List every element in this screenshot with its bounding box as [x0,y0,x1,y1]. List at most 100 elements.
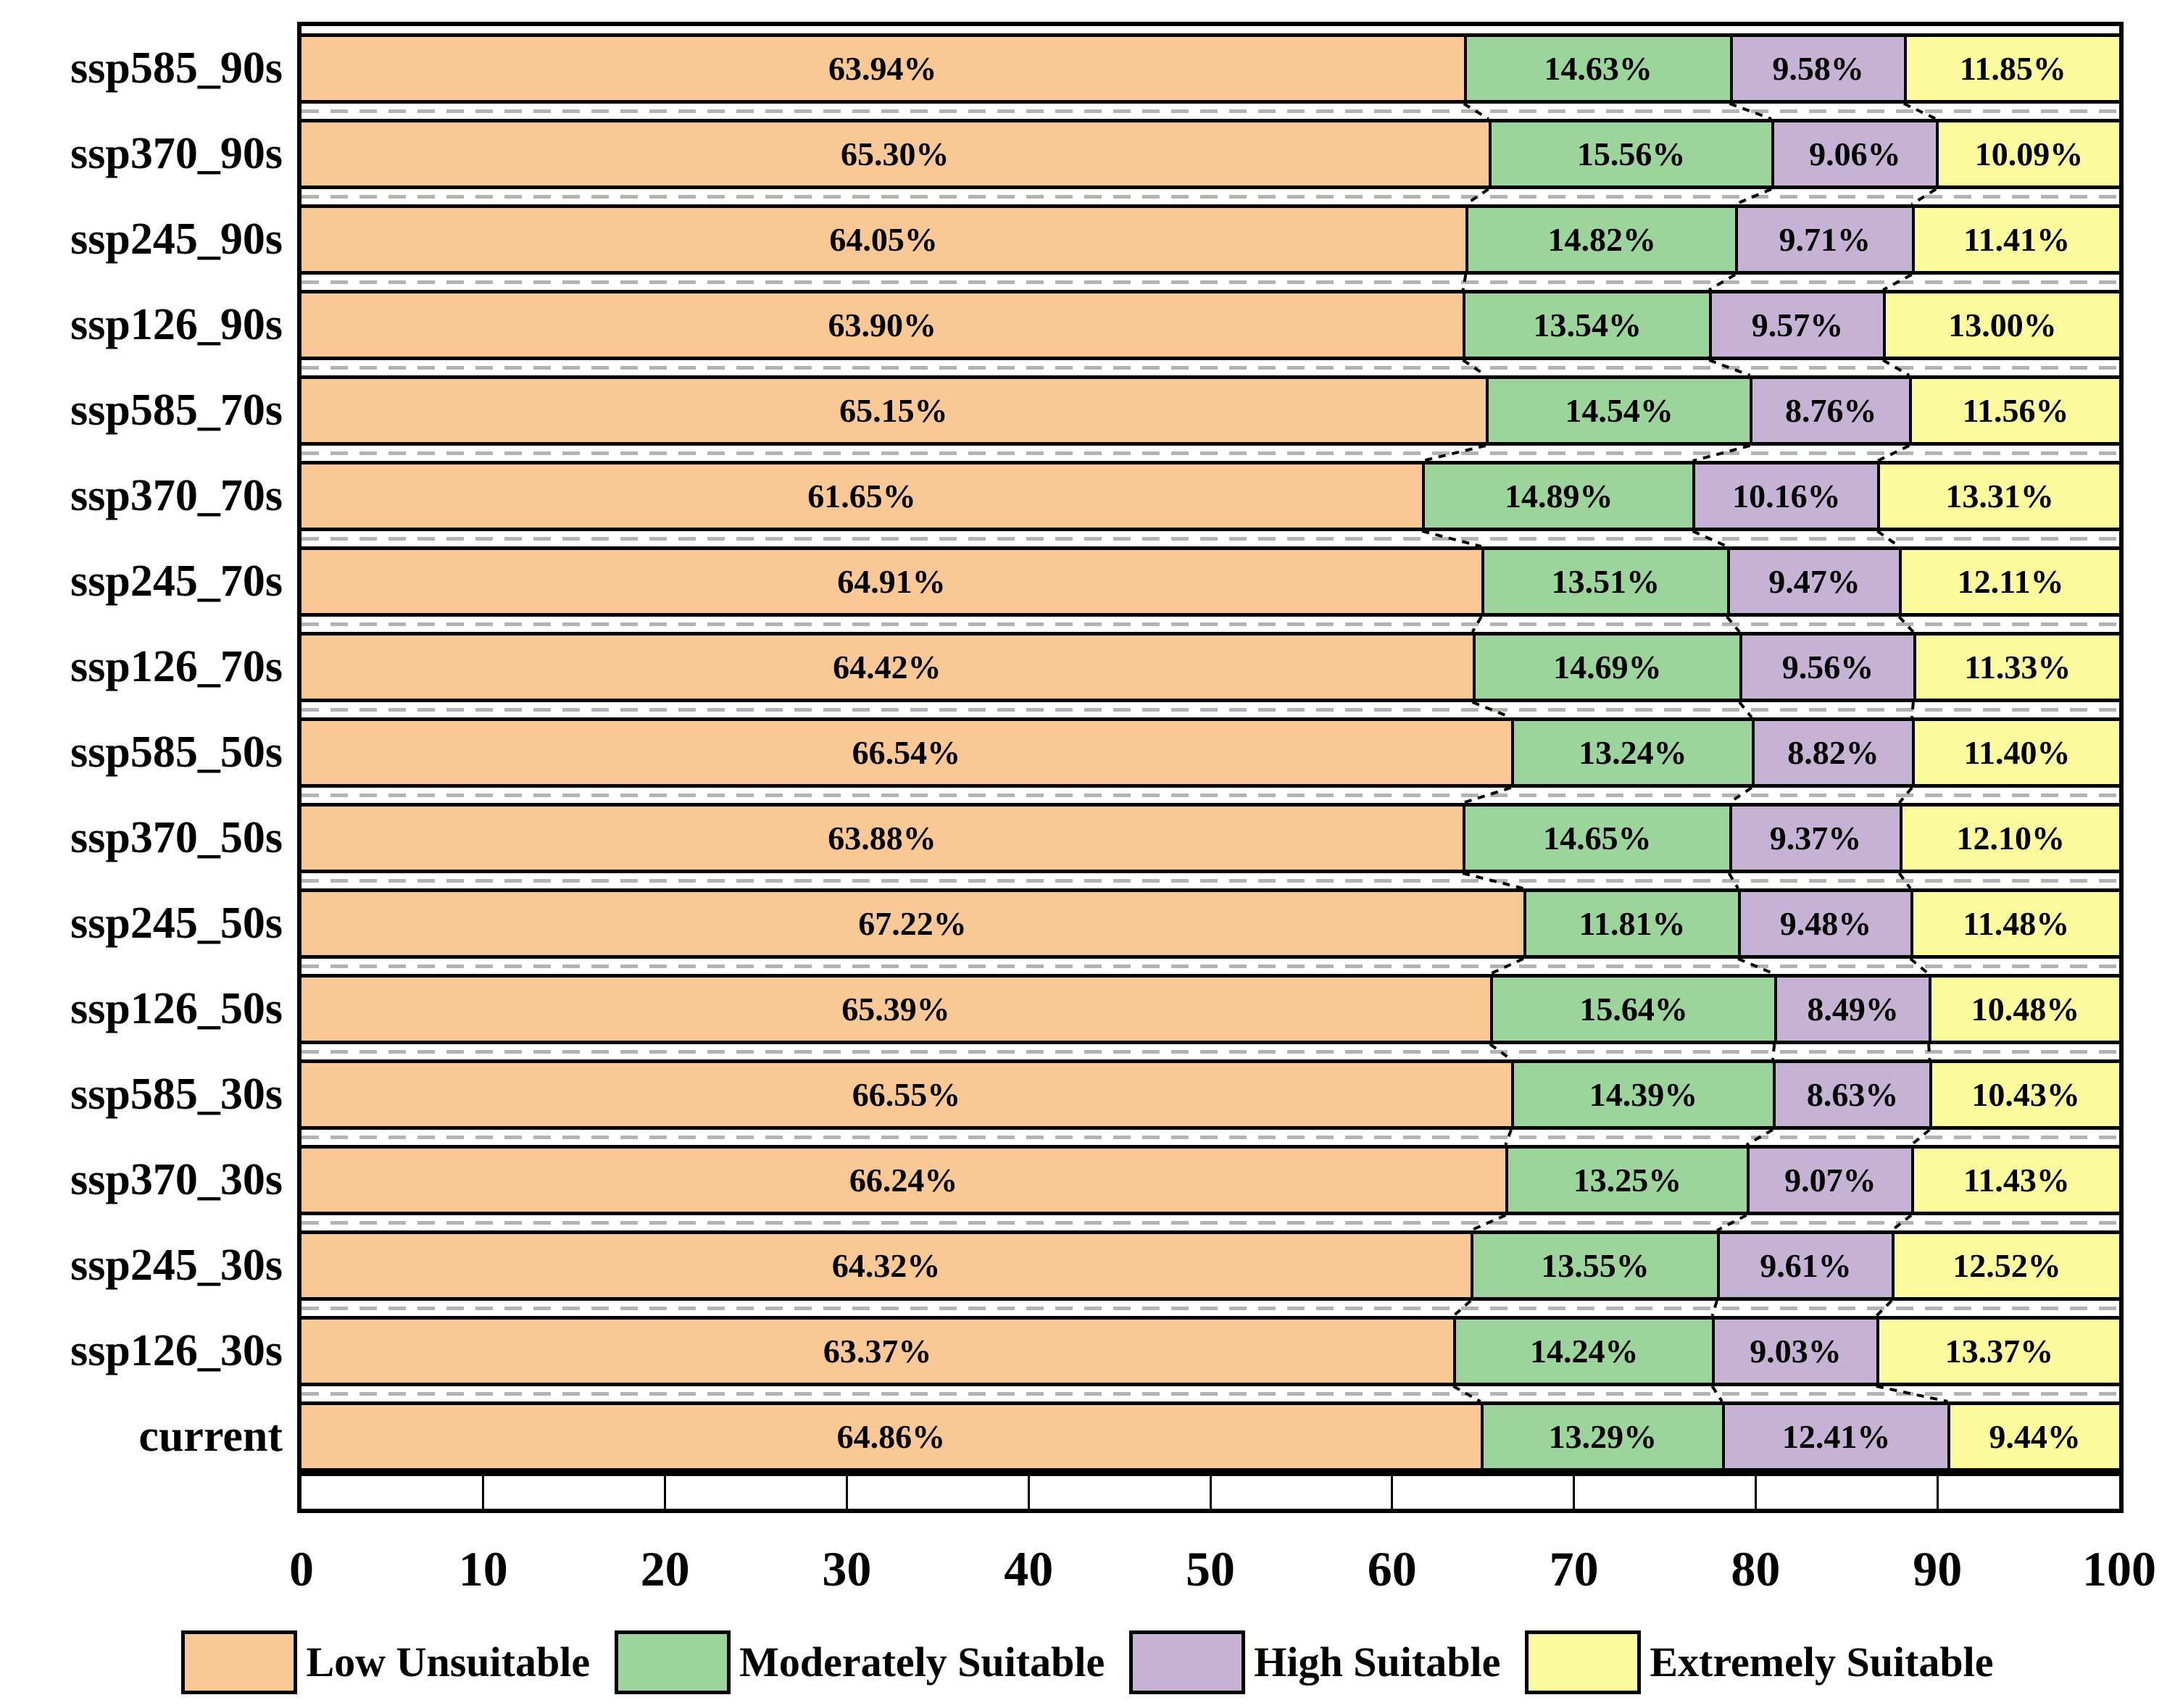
legend-item-low-unsuitable: Low Unsuitable [181,1630,590,1694]
bar-value-label: 13.31% [1945,478,2054,515]
x-tick-label: 80 [1731,1541,1781,1596]
bar-value-label: 13.55% [1541,1247,1650,1284]
segment-connector-line [1463,102,1489,120]
bar-segment: 63.90% [301,290,1463,360]
segment-connector-line [1728,786,1752,804]
segment-connector-line [1726,615,1741,633]
bar-segment: 8.76% [1750,375,1910,446]
legend: Low Unsuitable Moderately Suitable High Su… [0,1629,2175,1696]
bar-value-label: 14.39% [1589,1076,1698,1113]
bar-value-label: 13.54% [1533,307,1642,343]
bar-segment: 11.43% [1911,1145,2119,1215]
segment-connector-line [1771,1043,1776,1060]
y-axis-label: ssp245_90s [70,214,283,264]
bar-segment: 12.11% [1899,546,2119,617]
x-axis-tick-mark [1754,1476,1757,1509]
bar-value-label: 14.24% [1529,1333,1639,1370]
bar-row-ssp245_90s: 64.05% 14.82% 9.71% 11.41% [301,204,2119,275]
y-axis-label: ssp245_30s [70,1241,283,1290]
bar-segment: 64.05% [301,204,1466,275]
x-tick-label: 70 [1549,1541,1599,1596]
segment-connector-line [1882,359,1910,377]
x-axis-tick-mark [1209,1476,1212,1509]
segment-connector-line [1897,615,1915,633]
bar-value-label: 14.54% [1565,392,1673,429]
y-axis-label: ssp245_50s [70,899,283,948]
segment-connector-line [1716,1214,1747,1232]
bar-segment: 9.71% [1735,204,1912,275]
bar-value-label: 9.06% [1809,136,1901,172]
bar-value-label: 9.58% [1772,50,1864,87]
y-axis-label: ssp370_50s [70,813,283,862]
bar-value-label: 12.52% [1952,1247,2061,1284]
bar-segment: 13.37% [1876,1316,2119,1386]
bar-value-label: 66.24% [849,1162,958,1199]
bar-segment: 66.54% [301,717,1511,788]
bar-value-label: 10.48% [1971,991,2080,1028]
bar-value-label: 65.39% [841,991,950,1028]
segment-connector-line [1890,1214,1913,1232]
segment-connector-line [1876,1385,1948,1403]
bar-value-label: 9.44% [1989,1418,2081,1455]
bar-value-label: 14.69% [1553,649,1662,686]
legend-item-extremely-suitable: Extremely Suitable [1525,1630,1994,1694]
bar-segment: 9.56% [1739,632,1913,702]
bar-row-ssp126_70s: 64.42% 14.69% 9.56% 11.33% [301,632,2119,702]
bar-value-label: 11.43% [1963,1162,2070,1199]
bar-row-ssp245_30s: 64.32% 13.55% 9.61% 12.52% [301,1230,2119,1301]
bar-value-label: 66.54% [852,734,961,771]
bar-value-label: 64.32% [831,1247,941,1284]
bar-value-label: 8.49% [1807,991,1899,1028]
bar-value-label: 15.64% [1579,991,1688,1028]
segment-connector-line [1471,701,1512,719]
segment-connector-line [1910,701,1915,718]
x-tick-label: 30 [822,1541,872,1596]
bar-value-label: 63.90% [828,307,936,343]
bar-value-label: 64.86% [836,1418,946,1455]
bar-value-label: 67.22% [858,905,967,942]
bar-segment: 11.33% [1913,632,2119,702]
bar-row-ssp585_70s: 65.15% 14.54% 8.76% 11.56% [301,375,2119,446]
segment-connector-line [1692,530,1728,548]
connectors-and-gridlines [301,102,2119,1403]
bar-segment: 9.47% [1726,546,1900,617]
x-axis-tick-mark [664,1476,667,1509]
bar-segment: 61.65% [301,461,1423,531]
bar-segment: 9.03% [1712,1316,1876,1386]
bar-segment: 64.86% [301,1401,1481,1472]
bar-value-label: 9.07% [1784,1162,1876,1199]
bar-segment: 11.56% [1909,375,2119,446]
bar-value-label: 13.00% [1948,307,2057,343]
legend-swatch [1129,1630,1246,1694]
segment-connector-line [1910,188,1937,206]
bar-segment: 13.25% [1505,1145,1747,1215]
bar-segment: 9.06% [1771,119,1936,189]
bar-row-ssp585_30s: 66.55% 14.39% 8.63% 10.43% [301,1059,2119,1130]
bar-value-label: 13.24% [1579,734,1687,771]
legend-label: High Suitable [1254,1638,1501,1686]
bar-segment: 9.61% [1716,1230,1892,1301]
bar-value-label: 9.61% [1760,1247,1852,1284]
x-tick-label: 90 [1913,1541,1963,1596]
segment-connector-line [1462,872,1524,890]
y-axis-label: ssp585_50s [70,728,283,777]
bar-segment: 11.41% [1911,204,2119,275]
bar-value-label: 14.65% [1543,820,1652,857]
legend-label: Extremely Suitable [1650,1638,1994,1686]
bar-value-label: 11.48% [1963,905,2070,942]
bar-value-label: 9.71% [1779,221,1871,258]
bar-value-label: 14.89% [1504,478,1613,515]
bar-value-label: 14.82% [1547,221,1656,258]
segment-connector-line [1471,615,1483,633]
segment-connector-line [1737,957,1776,975]
bar-segment: 12.10% [1899,803,2119,873]
bar-value-label: 63.88% [828,820,936,857]
bar-value-label: 64.05% [829,221,938,258]
segment-connector-line [1489,1043,1513,1061]
bar-segment: 8.63% [1772,1059,1930,1130]
bar-segment: 14.89% [1422,461,1693,531]
bar-row-current: 64.86% 13.29% 12.41% 9.44% [301,1401,2119,1472]
bar-segment: 8.82% [1751,717,1913,788]
bar-row-ssp370_30s: 66.24% 13.25% 9.07% 11.43% [301,1145,2119,1215]
x-axis-tick-mark [482,1476,485,1509]
